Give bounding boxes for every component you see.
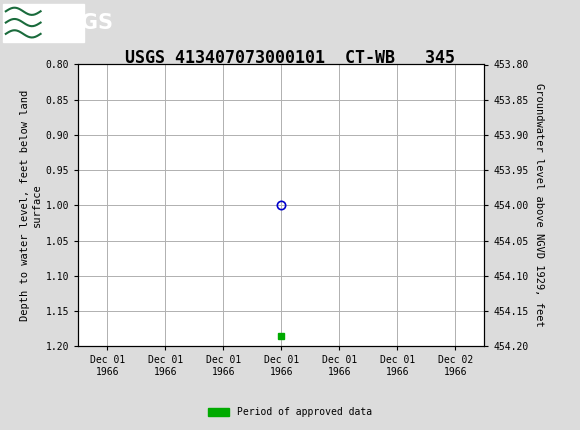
Text: USGS 413407073000101  CT-WB   345: USGS 413407073000101 CT-WB 345 [125, 49, 455, 67]
Text: USGS: USGS [49, 12, 113, 33]
Y-axis label: Depth to water level, feet below land
surface: Depth to water level, feet below land su… [20, 90, 42, 321]
Legend: Period of approved data: Period of approved data [204, 403, 376, 421]
Y-axis label: Groundwater level above NGVD 1929, feet: Groundwater level above NGVD 1929, feet [534, 83, 544, 327]
Bar [3, 3, 84, 42]
